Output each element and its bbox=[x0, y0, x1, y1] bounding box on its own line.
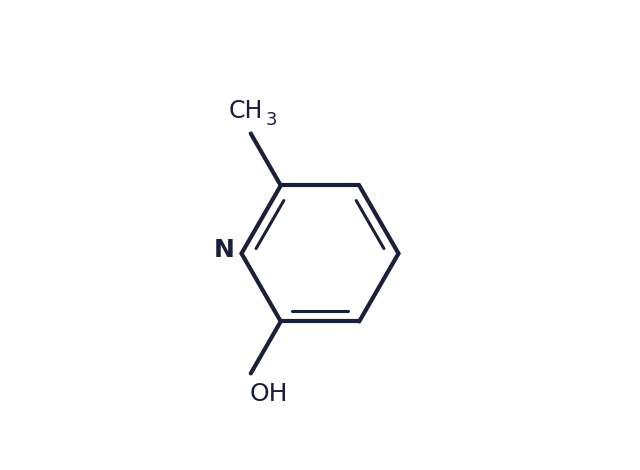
Text: CH: CH bbox=[229, 99, 263, 123]
Text: OH: OH bbox=[250, 382, 289, 406]
Text: 3: 3 bbox=[266, 110, 277, 129]
Text: N: N bbox=[214, 238, 234, 262]
